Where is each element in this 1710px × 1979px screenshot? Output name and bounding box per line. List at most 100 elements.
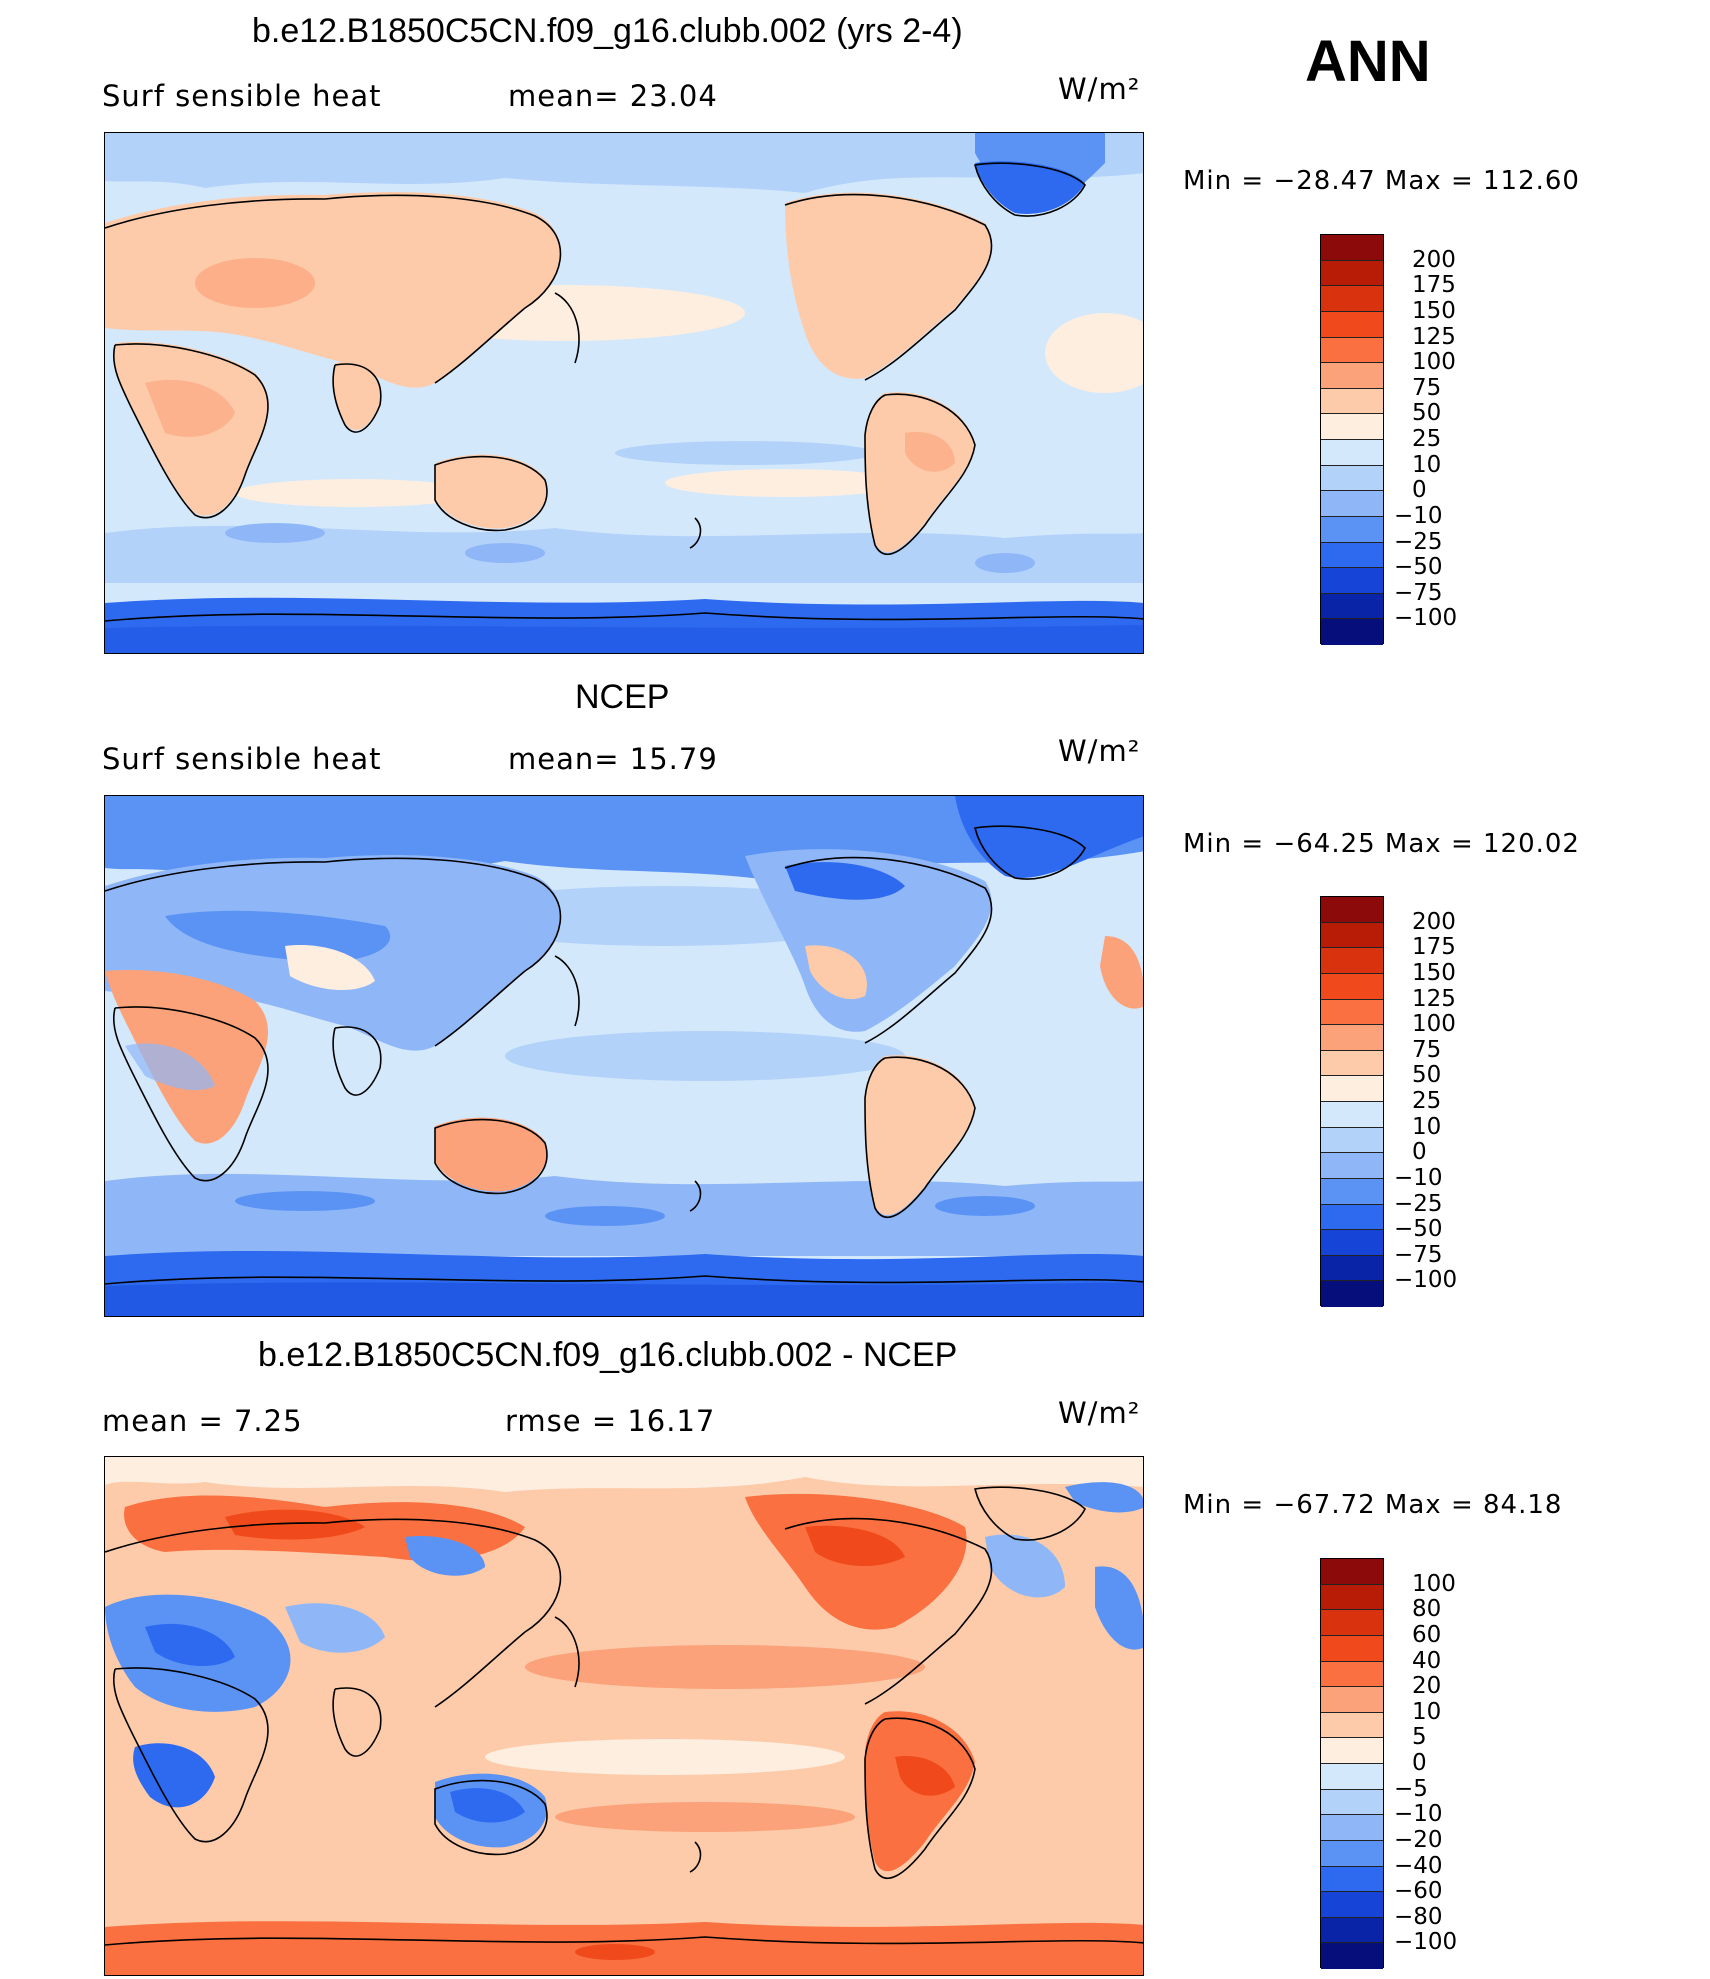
colorbar-tick-label: 20 [1412, 1673, 1442, 1700]
colorbar-swatch [1321, 619, 1383, 645]
panel-2-variable-label: Surf sensible heat [102, 742, 382, 776]
colorbar-swatch [1321, 1764, 1383, 1790]
colorbar-swatch [1321, 1559, 1383, 1585]
colorbar-tick-label: 150 [1412, 297, 1456, 324]
colorbar-tick-label: 60 [1412, 1621, 1442, 1648]
colorbar-swatch [1321, 542, 1383, 569]
panel-2-map [104, 795, 1144, 1317]
colorbar-tick-label: −60 [1394, 1878, 1443, 1905]
colorbar-tick-label: 100 [1412, 1011, 1456, 1038]
colorbar-swatch [1321, 1102, 1383, 1128]
colorbar-swatch [1321, 388, 1383, 415]
colorbar-tick-label: 100 [1412, 349, 1456, 376]
colorbar-swatch [1321, 973, 1383, 1000]
colorbar-tick-label: −25 [1394, 1190, 1443, 1217]
colorbar-swatch [1321, 948, 1383, 974]
panel-1-variable-label: Surf sensible heat [102, 79, 382, 113]
colorbar-swatch [1321, 1635, 1383, 1662]
colorbar-swatch [1321, 1738, 1383, 1764]
colorbar-swatch [1321, 1127, 1383, 1154]
colorbar-swatch [1321, 465, 1383, 492]
panel-1-colorbar [1320, 234, 1384, 645]
colorbar-tick-label: 80 [1412, 1596, 1442, 1623]
colorbar-tick-label: 125 [1412, 985, 1456, 1012]
colorbar-swatch [1321, 922, 1383, 949]
season-label: ANN [1305, 29, 1431, 94]
colorbar-tick-label: 10 [1412, 1698, 1442, 1725]
colorbar-swatch [1321, 1661, 1383, 1688]
colorbar-swatch [1321, 1815, 1383, 1841]
colorbar-swatch [1321, 1255, 1383, 1282]
colorbar-tick-label: 75 [1412, 374, 1442, 401]
colorbar-tick-label: 25 [1412, 1088, 1442, 1114]
colorbar-tick-label: 150 [1412, 959, 1456, 986]
colorbar-swatch [1321, 1789, 1383, 1816]
colorbar-swatch [1321, 1230, 1383, 1256]
panel-1-minmax: Min = −28.47 Max = 112.60 [1183, 166, 1580, 196]
colorbar-swatch [1321, 1866, 1383, 1893]
colorbar-swatch [1321, 440, 1383, 466]
panel-2-map-svg [105, 796, 1143, 1316]
colorbar-tick-label: 200 [1412, 908, 1456, 935]
colorbar-swatch [1321, 337, 1383, 364]
colorbar-tick-label: −5 [1394, 1775, 1428, 1802]
panel-1-mean-label: mean= 23.04 [508, 79, 718, 113]
colorbar-tick-label: 25 [1412, 426, 1442, 452]
colorbar-tick-label: 75 [1412, 1036, 1442, 1063]
colorbar-tick-label: 0 [1412, 1750, 1427, 1776]
colorbar-tick-label: −40 [1394, 1852, 1443, 1879]
colorbar-tick-label: 40 [1412, 1647, 1442, 1674]
panel-2-title: NCEP [575, 678, 670, 716]
colorbar-tick-label: −100 [1394, 1267, 1458, 1294]
colorbar-tick-label: 125 [1412, 323, 1456, 350]
colorbar-swatch [1321, 1917, 1383, 1944]
colorbar-tick-label: 200 [1412, 246, 1456, 273]
colorbar-tick-label: 175 [1412, 272, 1456, 299]
colorbar-swatch [1321, 235, 1383, 261]
colorbar-swatch [1321, 491, 1383, 517]
colorbar-tick-label: 5 [1412, 1724, 1427, 1751]
panel-2-mean-label: mean= 15.79 [508, 742, 718, 776]
colorbar-tick-label: −100 [1394, 1929, 1458, 1956]
colorbar-tick-label: 50 [1412, 400, 1442, 427]
colorbar-tick-label: −50 [1394, 1216, 1443, 1243]
panel-3-units: W/m² [1058, 1396, 1141, 1430]
panel-2-minmax: Min = −64.25 Max = 120.02 [1183, 829, 1580, 859]
colorbar-tick-label: 0 [1412, 1139, 1427, 1166]
colorbar-swatch [1321, 1153, 1383, 1179]
colorbar-swatch [1321, 260, 1383, 287]
colorbar-tick-label: −100 [1394, 605, 1458, 632]
panel-2-units: W/m² [1058, 734, 1141, 768]
panel-1-title: b.e12.B1850C5CN.f09_g16.clubb.002 (yrs 2… [252, 12, 963, 50]
panel-3-colorbar [1320, 1558, 1384, 1969]
colorbar-tick-label: −75 [1394, 579, 1443, 606]
colorbar-swatch [1321, 286, 1383, 312]
colorbar-swatch [1321, 1025, 1383, 1051]
colorbar-swatch [1321, 1943, 1383, 1969]
colorbar-tick-label: −10 [1394, 502, 1443, 529]
panel-1-units: W/m² [1058, 72, 1141, 106]
colorbar-tick-label: −50 [1394, 554, 1443, 581]
colorbar-swatch [1321, 1712, 1383, 1739]
colorbar-tick-label: 0 [1412, 477, 1427, 504]
panel-3-map [104, 1456, 1144, 1976]
colorbar-swatch [1321, 1687, 1383, 1713]
colorbar-tick-label: −80 [1394, 1903, 1443, 1930]
panel-1-map-svg [105, 133, 1143, 653]
colorbar-swatch [1321, 363, 1383, 389]
colorbar-swatch [1321, 568, 1383, 594]
panel-1-map [104, 132, 1144, 654]
colorbar-tick-label: 10 [1412, 1113, 1442, 1140]
colorbar-swatch [1321, 1584, 1383, 1611]
colorbar-swatch [1321, 897, 1383, 923]
colorbar-swatch [1321, 1892, 1383, 1918]
colorbar-swatch [1321, 516, 1383, 543]
colorbar-tick-label: −25 [1394, 528, 1443, 555]
panel-3-rmse-label: rmse = 16.17 [505, 1404, 716, 1438]
colorbar-swatch [1321, 593, 1383, 620]
colorbar-swatch [1321, 999, 1383, 1026]
colorbar-swatch [1321, 311, 1383, 338]
colorbar-swatch [1321, 414, 1383, 440]
colorbar-swatch [1321, 1840, 1383, 1867]
colorbar-swatch [1321, 1204, 1383, 1231]
